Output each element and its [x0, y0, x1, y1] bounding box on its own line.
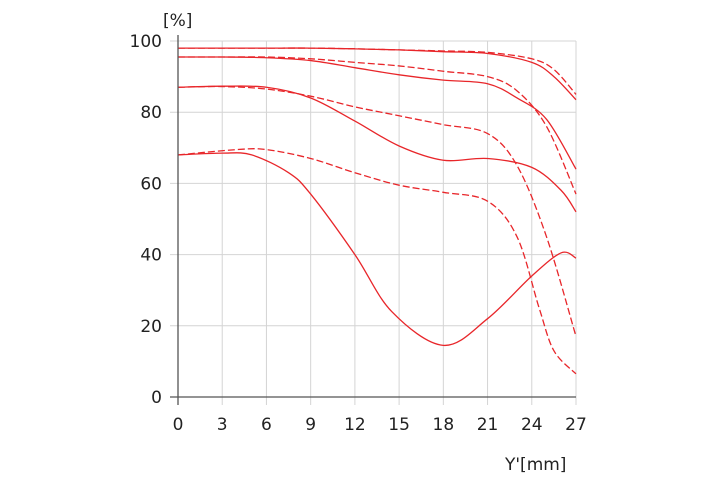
y-tick-label: 80: [140, 103, 162, 123]
y-tick-label: 40: [140, 246, 162, 266]
series-line-D-solid: [177, 152, 577, 347]
x-tick-label: 3: [217, 415, 228, 435]
x-tick-label: 9: [305, 415, 316, 435]
series-line-C-dashed: [177, 85, 577, 337]
y-tick-label: 100: [130, 32, 162, 52]
y-tick-label: 0: [151, 388, 162, 408]
y-tick-label: 20: [140, 317, 162, 337]
y-tick-label: 60: [140, 174, 162, 194]
x-tick-label: 27: [565, 415, 587, 435]
series-line-A-dashed: [178, 47, 577, 95]
x-tick-label: 12: [344, 415, 366, 435]
series-group: [177, 47, 577, 375]
x-axis-label: Y'[mm]: [504, 455, 566, 475]
axes: 0 3 6 9 12 15 18 21 24 27 0 20 40 60 80 100: [130, 32, 587, 435]
grid: [170, 40, 577, 405]
y-axis-label: [%]: [163, 11, 192, 31]
series-line-D-dashed: [177, 148, 577, 375]
x-tick-label: 24: [521, 415, 543, 435]
series-line-A-solid: [178, 47, 577, 101]
x-tick-label: 21: [477, 415, 499, 435]
series-line-B-dashed: [178, 56, 577, 195]
x-tick-label: 15: [388, 415, 410, 435]
series-line-C-solid: [177, 85, 577, 213]
x-tick-label: 6: [261, 415, 272, 435]
x-tick-label: 0: [173, 415, 184, 435]
x-tick-label: 18: [433, 415, 455, 435]
